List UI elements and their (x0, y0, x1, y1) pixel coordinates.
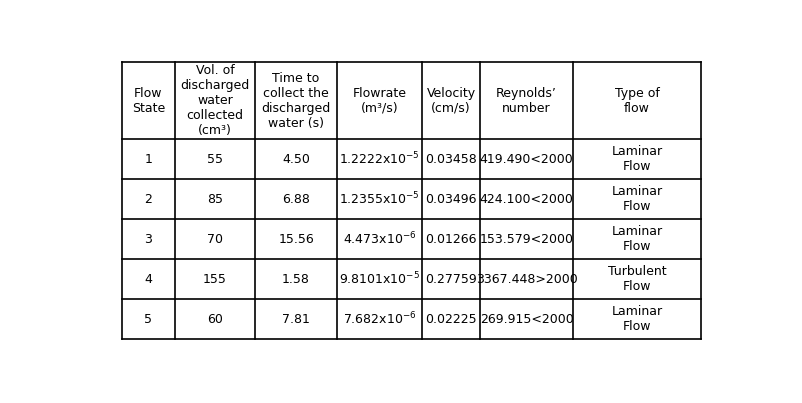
Text: 85: 85 (207, 193, 223, 206)
Text: 1.58: 1.58 (282, 273, 310, 286)
Text: 155: 155 (203, 273, 227, 286)
Text: 7.81: 7.81 (282, 313, 310, 326)
Text: Type of
flow: Type of flow (614, 87, 658, 115)
Text: Laminar
Flow: Laminar Flow (611, 225, 662, 253)
Text: 7.682x10$^{-6}$: 7.682x10$^{-6}$ (342, 311, 415, 328)
Text: 1.2355x10$^{-5}$: 1.2355x10$^{-5}$ (338, 191, 419, 208)
Text: 55: 55 (207, 153, 223, 166)
Text: 3367.448>2000: 3367.448>2000 (475, 273, 577, 286)
Text: 0.03458: 0.03458 (424, 153, 476, 166)
Text: 153.579<2000: 153.579<2000 (479, 233, 573, 246)
Text: 70: 70 (207, 233, 223, 246)
Text: 419.490<2000: 419.490<2000 (479, 153, 573, 166)
Text: 4: 4 (144, 273, 152, 286)
Text: Flow
State: Flow State (132, 87, 165, 115)
Text: 1.2222x10$^{-5}$: 1.2222x10$^{-5}$ (338, 151, 419, 168)
Text: 0.27759: 0.27759 (424, 273, 476, 286)
Text: 269.915<2000: 269.915<2000 (479, 313, 573, 326)
Text: Laminar
Flow: Laminar Flow (611, 145, 662, 173)
Text: Laminar
Flow: Laminar Flow (611, 305, 662, 333)
Text: 15.56: 15.56 (277, 233, 314, 246)
Text: 9.8101x10$^{-5}$: 9.8101x10$^{-5}$ (338, 271, 419, 288)
Text: 424.100<2000: 424.100<2000 (479, 193, 573, 206)
Text: 0.03496: 0.03496 (425, 193, 476, 206)
Text: 5: 5 (144, 313, 152, 326)
Text: Flowrate
(m³/s): Flowrate (m³/s) (352, 87, 406, 115)
Text: 6.88: 6.88 (282, 193, 310, 206)
Text: Vol. of
discharged
water
collected
(cm³): Vol. of discharged water collected (cm³) (180, 64, 249, 137)
Text: Time to
collect the
discharged
water (s): Time to collect the discharged water (s) (261, 72, 330, 130)
Text: Turbulent
Flow: Turbulent Flow (607, 265, 666, 293)
Text: 3: 3 (144, 233, 152, 246)
Text: 60: 60 (207, 313, 223, 326)
Text: Laminar
Flow: Laminar Flow (611, 185, 662, 213)
Text: 2: 2 (144, 193, 152, 206)
Text: Reynolds’
number: Reynolds’ number (496, 87, 557, 115)
Text: 0.01266: 0.01266 (425, 233, 476, 246)
Text: Velocity
(cm/s): Velocity (cm/s) (426, 87, 475, 115)
Text: 1: 1 (144, 153, 152, 166)
Text: 4.50: 4.50 (282, 153, 310, 166)
Text: 4.473x10$^{-6}$: 4.473x10$^{-6}$ (342, 231, 415, 247)
Text: 0.02225: 0.02225 (425, 313, 476, 326)
